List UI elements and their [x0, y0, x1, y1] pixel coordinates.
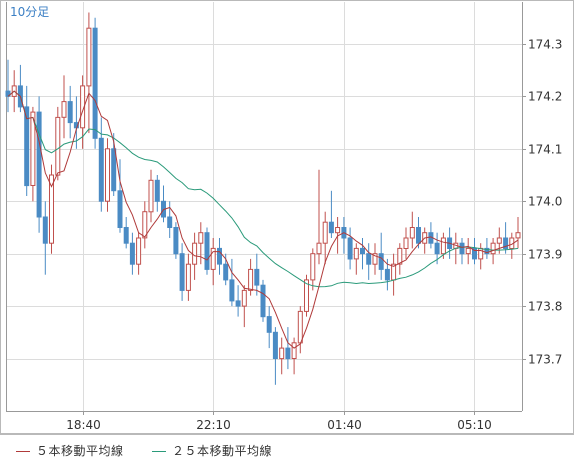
candle-body-up — [30, 111, 36, 186]
timeframe-label: 10分足 — [10, 5, 49, 19]
candle-body-down — [472, 247, 477, 260]
candle-body-down — [229, 279, 235, 302]
candle-body-down — [117, 190, 123, 229]
candle-body-up — [316, 242, 322, 255]
y-tick-label: 174.0 — [528, 195, 562, 209]
y-tick-label: 173.7 — [528, 353, 562, 367]
candle-body-down — [36, 111, 42, 218]
candle-body-down — [260, 284, 266, 318]
candle-body-up — [185, 263, 191, 291]
candle-body-down — [42, 216, 48, 244]
candle-body-down — [173, 227, 179, 255]
candle-body-up — [304, 279, 309, 312]
candle-body-down — [92, 27, 98, 139]
candle-body-up — [440, 237, 446, 255]
y-tick-label: 174.1 — [528, 143, 562, 157]
candle-body-up — [136, 237, 142, 265]
candle-body-up — [322, 221, 328, 244]
candle-body-up — [291, 342, 297, 359]
candle-body-up — [478, 247, 484, 260]
candle-body-down — [98, 137, 104, 202]
ma5-line — [7, 90, 519, 349]
y-tick-label: 174.3 — [528, 38, 562, 52]
candle-body-up — [335, 227, 341, 234]
candle-body-down — [378, 253, 384, 270]
x-tick-label: 18:40 — [66, 418, 101, 432]
candle-body-up — [105, 148, 110, 202]
legend-swatch-ma5 — [16, 451, 30, 452]
candle-body-down — [434, 242, 440, 255]
candle-body-down — [129, 242, 135, 265]
candle-body-up — [465, 247, 471, 255]
candle-body-down — [254, 268, 260, 286]
candle-body-up — [403, 237, 409, 249]
x-tick-label: 01:40 — [327, 418, 362, 432]
candle-body-down — [416, 227, 421, 244]
candle-body-up — [192, 242, 198, 265]
candle-body-down — [366, 253, 372, 265]
candle-body-up — [490, 242, 496, 255]
candle-body-up — [496, 237, 502, 244]
x-tick-label: 05:10 — [457, 418, 492, 432]
legend-label-ma5: ５本移動平均線 — [36, 444, 124, 458]
candle-body-up — [372, 253, 378, 265]
candle-body-down — [503, 237, 509, 249]
candle-body-up — [397, 247, 403, 265]
legend-item-ma25: ２５本移動平均線 — [152, 442, 272, 459]
candle-body-down — [347, 237, 353, 260]
candle-body-up — [49, 174, 54, 244]
candle-body-up — [409, 227, 415, 239]
x-tick-label: 22:10 — [196, 418, 231, 432]
candle-body-up — [297, 310, 303, 344]
candle-body-down — [111, 148, 117, 192]
candle-body-down — [204, 232, 210, 270]
candle-body-up — [248, 268, 254, 291]
candle-body-down — [24, 106, 30, 187]
candle-body-up — [353, 247, 359, 260]
candle-body-down — [154, 179, 160, 202]
candle-body-down — [223, 263, 229, 281]
chart-legend: ５本移動平均線 ２５本移動平均線 — [0, 434, 574, 462]
y-tick-label: 173.9 — [528, 248, 562, 262]
candle-body-down — [484, 247, 490, 255]
candle-body-up — [148, 179, 154, 213]
candle-body-down — [459, 242, 465, 255]
candle-body-down — [67, 101, 73, 124]
candle-body-up — [310, 253, 316, 281]
candle-body-up — [241, 289, 247, 307]
candle-body-down — [235, 300, 241, 307]
candle-body-down — [272, 331, 278, 359]
legend-item-ma5: ５本移動平均線 — [16, 442, 124, 459]
candle-body-up — [61, 101, 67, 118]
candle-body-down — [179, 253, 185, 291]
candle-body-down — [360, 247, 365, 255]
ma25-line — [7, 90, 519, 288]
candle-body-up — [142, 211, 148, 239]
candle-body-down — [167, 216, 173, 228]
y-tick-label: 173.8 — [528, 300, 562, 314]
candle-body-up — [55, 116, 61, 176]
legend-label-ma25: ２５本移動平均線 — [172, 444, 273, 458]
candle-body-up — [210, 247, 216, 270]
legend-swatch-ma25 — [152, 451, 166, 452]
y-tick-label: 174.2 — [528, 90, 562, 104]
candle-body-down — [266, 316, 272, 333]
candle-body-down — [384, 268, 390, 281]
candle-body-up — [198, 232, 204, 244]
candle-body-down — [285, 347, 291, 360]
candle-body-up — [86, 27, 92, 87]
candle-body-down — [217, 247, 222, 265]
candle-body-up — [515, 232, 521, 239]
candle-body-down — [123, 227, 129, 244]
candle-body-up — [279, 347, 285, 360]
candle-body-down — [328, 221, 334, 234]
chart-canvas: 173.7 173.8 173.9 174.0 174.1 174.2 174.3 18:40… — [0, 0, 574, 434]
